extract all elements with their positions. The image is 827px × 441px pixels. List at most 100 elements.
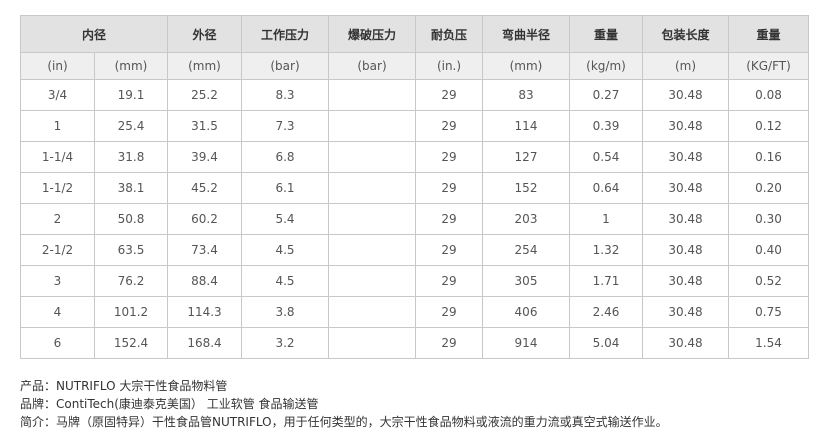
table-cell (328, 203, 416, 235)
table-cell (328, 234, 416, 266)
table-cell: 30.48 (642, 110, 729, 142)
table-cell: 63.5 (94, 234, 168, 266)
table-cell: 127 (482, 141, 570, 173)
table-cell: 0.54 (569, 141, 643, 173)
table-row: 1 25.4 31.5 7.3 29 114 0.39 30.48 0.12 (20, 110, 809, 142)
spec-table: 内径 外径 工作压力 爆破压力 耐负压 弯曲半径 重量 包装长度 重量 (in)… (20, 15, 809, 359)
table-cell: 50.8 (94, 203, 168, 235)
header-cell: 工作压力 (241, 15, 329, 53)
table-cell (328, 296, 416, 328)
table-cell: 25.4 (94, 110, 168, 142)
table-cell: 29 (415, 141, 483, 173)
table-cell: 1.32 (569, 234, 643, 266)
table-cell: 6.1 (241, 172, 329, 204)
product-notes: 产品：NUTRIFLO 大宗干性食品物料管 品牌：ContiTech(康迪泰克美… (20, 377, 668, 431)
table-cell: 60.2 (167, 203, 242, 235)
unit-cell: (bar) (328, 52, 416, 80)
table-cell: 2 (20, 203, 95, 235)
table-cell: 914 (482, 327, 570, 359)
table-cell: 4.5 (241, 265, 329, 297)
table-cell: 29 (415, 296, 483, 328)
table-cell (328, 141, 416, 173)
unit-cell: (m) (642, 52, 729, 80)
table-cell: 3 (20, 265, 95, 297)
table-cell: 0.40 (728, 234, 809, 266)
table-cell: 29 (415, 172, 483, 204)
table-cell: 30.48 (642, 296, 729, 328)
table-cell: 152.4 (94, 327, 168, 359)
table-cell: 8.3 (241, 79, 329, 111)
table-row: 2-1/2 63.5 73.4 4.5 29 254 1.32 30.48 0.40 (20, 234, 809, 266)
header-row: 内径 外径 工作压力 爆破压力 耐负压 弯曲半径 重量 包装长度 重量 (20, 15, 809, 53)
table-cell: 39.4 (167, 141, 242, 173)
table-cell: 4 (20, 296, 95, 328)
table-cell: 3.2 (241, 327, 329, 359)
table-cell: 45.2 (167, 172, 242, 204)
unit-cell: (in.) (415, 52, 483, 80)
header-cell: 弯曲半径 (482, 15, 570, 53)
unit-cell: (in) (20, 52, 95, 80)
table-cell: 6 (20, 327, 95, 359)
note-brand: 品牌：ContiTech(康迪泰克美国） 工业软管 食品输送管 (20, 397, 319, 411)
table-cell: 1 (20, 110, 95, 142)
table-row: 3 76.2 88.4 4.5 29 305 1.71 30.48 0.52 (20, 265, 809, 297)
table-cell: 38.1 (94, 172, 168, 204)
table-cell: 30.48 (642, 327, 729, 359)
table-cell: 1-1/4 (20, 141, 95, 173)
table-cell: 1.71 (569, 265, 643, 297)
table-cell: 29 (415, 234, 483, 266)
table-row: 2 50.8 60.2 5.4 29 203 1 30.48 0.30 (20, 203, 809, 235)
header-cell: 耐负压 (415, 15, 483, 53)
table-cell: 30.48 (642, 172, 729, 204)
table-row: 4 101.2 114.3 3.8 29 406 2.46 30.48 0.75 (20, 296, 809, 328)
table-cell: 1 (569, 203, 643, 235)
table-cell: 25.2 (167, 79, 242, 111)
table-cell: 168.4 (167, 327, 242, 359)
unit-cell: (bar) (241, 52, 329, 80)
table-cell: 305 (482, 265, 570, 297)
table-cell: 0.27 (569, 79, 643, 111)
table-cell: 114 (482, 110, 570, 142)
table-cell: 4.5 (241, 234, 329, 266)
table-cell (328, 79, 416, 111)
table-cell: 114.3 (167, 296, 242, 328)
table-cell: 0.20 (728, 172, 809, 204)
table-cell: 0.08 (728, 79, 809, 111)
table-cell: 30.48 (642, 141, 729, 173)
table-cell: 5.04 (569, 327, 643, 359)
table-cell: 19.1 (94, 79, 168, 111)
table-cell: 0.12 (728, 110, 809, 142)
table-cell: 29 (415, 79, 483, 111)
table-row: 1-1/2 38.1 45.2 6.1 29 152 0.64 30.48 0.20 (20, 172, 809, 204)
table-cell: 254 (482, 234, 570, 266)
unit-cell: (kg/m) (569, 52, 643, 80)
table-cell: 76.2 (94, 265, 168, 297)
unit-cell: (mm) (167, 52, 242, 80)
table-cell: 88.4 (167, 265, 242, 297)
header-cell: 内径 (20, 15, 168, 53)
header-cell: 爆破压力 (328, 15, 416, 53)
header-cell: 重量 (569, 15, 643, 53)
table-cell: 83 (482, 79, 570, 111)
table-cell: 29 (415, 203, 483, 235)
table-cell: 152 (482, 172, 570, 204)
table-cell: 1-1/2 (20, 172, 95, 204)
table-cell (328, 327, 416, 359)
table-cell: 1.54 (728, 327, 809, 359)
table-cell: 0.64 (569, 172, 643, 204)
table-cell: 31.5 (167, 110, 242, 142)
header-cell: 重量 (728, 15, 809, 53)
unit-cell: (mm) (94, 52, 168, 80)
table-row: 1-1/4 31.8 39.4 6.8 29 127 0.54 30.48 0.16 (20, 141, 809, 173)
table-cell: 0.16 (728, 141, 809, 173)
table-cell: 0.52 (728, 265, 809, 297)
table-cell: 3/4 (20, 79, 95, 111)
table-cell: 203 (482, 203, 570, 235)
table-cell: 30.48 (642, 265, 729, 297)
table-cell (328, 110, 416, 142)
table-cell: 31.8 (94, 141, 168, 173)
table-cell: 7.3 (241, 110, 329, 142)
table-cell: 0.39 (569, 110, 643, 142)
table-cell: 2-1/2 (20, 234, 95, 266)
table-cell: 3.8 (241, 296, 329, 328)
